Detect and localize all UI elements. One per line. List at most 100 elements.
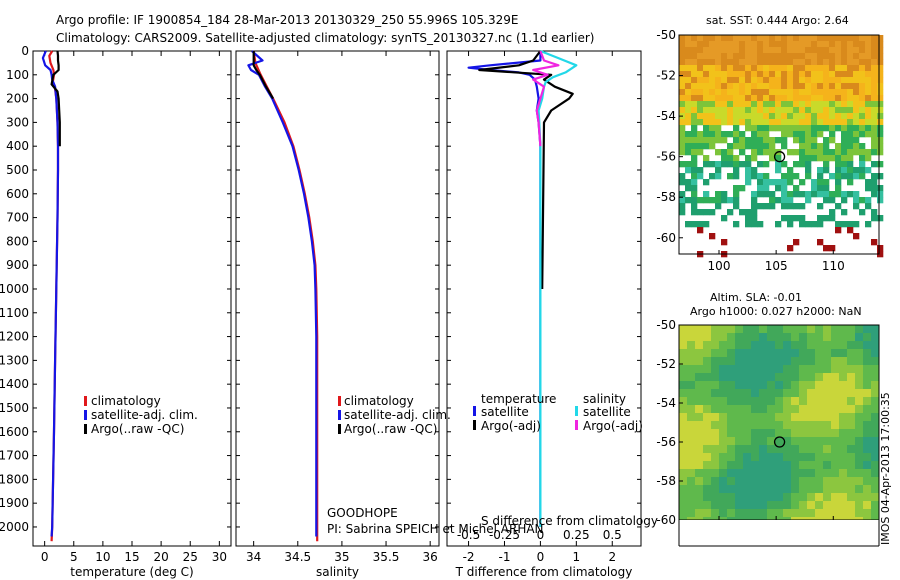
map-cell bbox=[823, 155, 830, 162]
map-cell bbox=[691, 107, 698, 114]
map-cell bbox=[791, 397, 800, 406]
map-cell bbox=[871, 389, 880, 398]
map-cell bbox=[877, 137, 884, 144]
map-cell bbox=[775, 179, 782, 186]
map-cell bbox=[793, 107, 800, 114]
map-cell bbox=[687, 509, 696, 518]
map-cell bbox=[727, 429, 736, 438]
map-cell bbox=[697, 83, 704, 90]
map-cell bbox=[835, 77, 842, 84]
map-cell bbox=[871, 501, 880, 510]
map-cell bbox=[823, 179, 830, 186]
map-cell bbox=[759, 365, 768, 374]
map-cell bbox=[715, 41, 722, 48]
series-line-climatology bbox=[252, 50, 319, 542]
map-cell bbox=[721, 149, 728, 156]
map-cell bbox=[799, 477, 808, 486]
map-cell bbox=[769, 35, 776, 42]
map-cell bbox=[695, 341, 704, 350]
map-cell bbox=[745, 65, 752, 72]
map-cell bbox=[807, 477, 816, 486]
map-cell bbox=[871, 373, 880, 382]
map-cell bbox=[763, 41, 770, 48]
map-y-tick-label: -50 bbox=[656, 28, 676, 42]
map-cell bbox=[743, 341, 752, 350]
map-cell bbox=[751, 101, 758, 108]
map-cell bbox=[743, 357, 752, 366]
map-cell bbox=[831, 349, 840, 358]
map-cell bbox=[859, 209, 866, 216]
map-cell bbox=[793, 47, 800, 54]
map-cell bbox=[743, 461, 752, 470]
map-cell bbox=[775, 341, 784, 350]
map-cell bbox=[691, 173, 698, 180]
map-cell bbox=[721, 65, 728, 72]
map-cell bbox=[703, 341, 712, 350]
map-cell bbox=[877, 71, 884, 78]
legend-label-climatology: climatology bbox=[91, 394, 161, 408]
map-cell bbox=[743, 477, 752, 486]
map-cell bbox=[763, 137, 770, 144]
map-cell bbox=[841, 101, 848, 108]
map-cell bbox=[847, 509, 856, 518]
map-cell bbox=[871, 429, 880, 438]
map-cell bbox=[829, 119, 836, 126]
map-cell bbox=[823, 357, 832, 366]
map-cell bbox=[841, 155, 848, 162]
map-cell bbox=[823, 245, 830, 252]
map-cell bbox=[799, 389, 808, 398]
map-cell bbox=[775, 405, 784, 414]
map-cell bbox=[847, 389, 856, 398]
map-cell bbox=[735, 437, 744, 446]
map-cell bbox=[697, 131, 704, 138]
map-cell bbox=[763, 125, 770, 132]
map-cell bbox=[805, 191, 812, 198]
map-cell bbox=[817, 89, 824, 96]
map-cell bbox=[769, 71, 776, 78]
map-cell bbox=[745, 83, 752, 90]
map-cell bbox=[839, 397, 848, 406]
map-cell bbox=[817, 53, 824, 60]
map-cell bbox=[823, 77, 830, 84]
map-cell bbox=[805, 53, 812, 60]
map-cell bbox=[811, 53, 818, 60]
map-cell bbox=[799, 53, 806, 60]
map-cell bbox=[831, 405, 840, 414]
map-cell bbox=[767, 485, 776, 494]
map-cell bbox=[685, 107, 692, 114]
map-cell bbox=[829, 197, 836, 204]
map-cell bbox=[783, 341, 792, 350]
map-cell bbox=[735, 469, 744, 478]
map-cell bbox=[745, 179, 752, 186]
map-cell bbox=[823, 397, 832, 406]
map-cell bbox=[695, 501, 704, 510]
map-cell bbox=[739, 143, 746, 150]
map-cell bbox=[805, 137, 812, 144]
map-cell bbox=[877, 77, 884, 84]
map-cell bbox=[855, 429, 864, 438]
map-cell bbox=[839, 341, 848, 350]
map-cell bbox=[863, 493, 872, 502]
map-cell bbox=[799, 405, 808, 414]
map-cell bbox=[799, 413, 808, 422]
y-tick-label: 700 bbox=[6, 211, 29, 225]
map-cell bbox=[847, 149, 854, 156]
map-cell bbox=[877, 65, 884, 72]
map-cell bbox=[835, 65, 842, 72]
map-cell bbox=[739, 47, 746, 54]
map-cell bbox=[863, 333, 872, 342]
x-tick-label: -1 bbox=[498, 550, 510, 564]
map-cell bbox=[877, 149, 884, 156]
map-cell bbox=[815, 469, 824, 478]
map-cell bbox=[787, 89, 794, 96]
map-cell bbox=[871, 239, 878, 246]
map-cell bbox=[727, 53, 734, 60]
map-cell bbox=[709, 35, 716, 42]
map-cell bbox=[823, 429, 832, 438]
map-cell bbox=[763, 89, 770, 96]
map-cell bbox=[687, 413, 696, 422]
map-cell bbox=[687, 325, 696, 334]
map-cell bbox=[751, 143, 758, 150]
map-cell bbox=[839, 389, 848, 398]
map-cell bbox=[685, 95, 692, 102]
